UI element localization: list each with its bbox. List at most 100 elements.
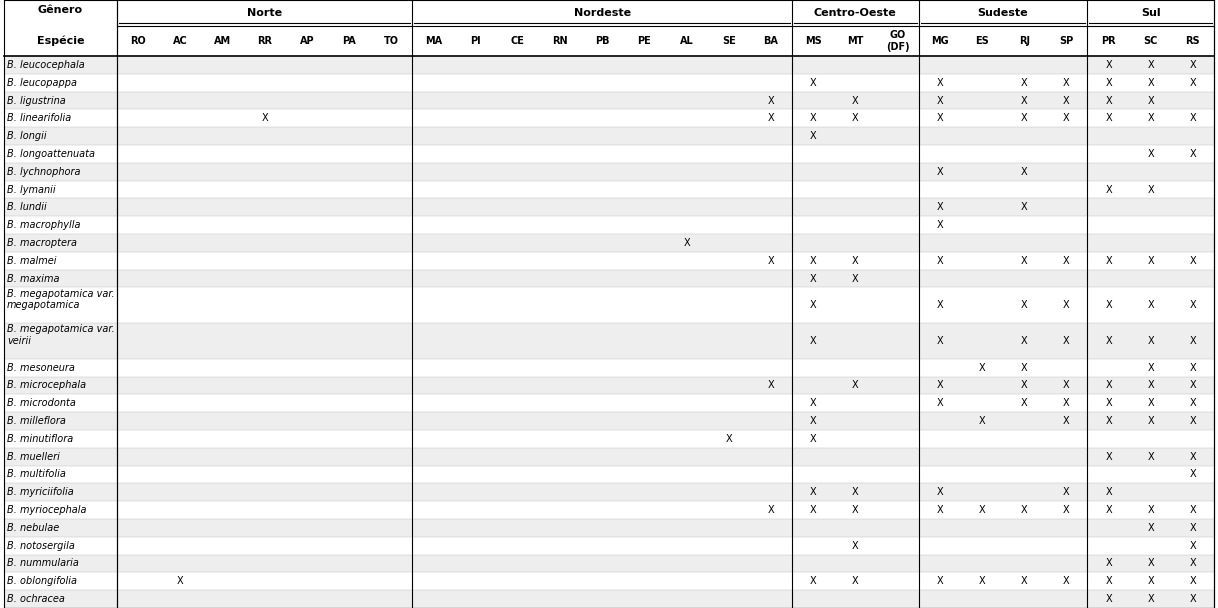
Text: X: X bbox=[1105, 416, 1112, 426]
Text: X: X bbox=[1063, 113, 1069, 123]
Text: X: X bbox=[1063, 95, 1069, 106]
Bar bbox=[4, 483, 1214, 501]
Bar bbox=[4, 270, 1214, 288]
Text: X: X bbox=[1021, 381, 1028, 390]
Text: X: X bbox=[1105, 256, 1112, 266]
Text: MA: MA bbox=[425, 36, 442, 46]
Text: B. lymanii: B. lymanii bbox=[7, 185, 56, 195]
Text: B. notosergila: B. notosergila bbox=[7, 541, 74, 551]
Text: X: X bbox=[1021, 78, 1028, 88]
Text: X: X bbox=[1105, 487, 1112, 497]
Text: B. myriciifolia: B. myriciifolia bbox=[7, 487, 74, 497]
Text: B. nummularia: B. nummularia bbox=[7, 559, 79, 568]
Text: B. ochracea: B. ochracea bbox=[7, 594, 65, 604]
Text: RJ: RJ bbox=[1018, 36, 1029, 46]
Text: X: X bbox=[937, 220, 943, 230]
Text: X: X bbox=[978, 576, 985, 586]
Text: X: X bbox=[1105, 594, 1112, 604]
Text: X: X bbox=[1147, 381, 1153, 390]
Text: X: X bbox=[810, 416, 816, 426]
Text: X: X bbox=[1021, 362, 1028, 373]
Text: B. minutiflora: B. minutiflora bbox=[7, 434, 73, 444]
Text: X: X bbox=[937, 398, 943, 408]
Text: X: X bbox=[1147, 594, 1153, 604]
Text: X: X bbox=[937, 505, 943, 515]
Text: X: X bbox=[853, 95, 859, 106]
Text: B. longii: B. longii bbox=[7, 131, 46, 141]
Bar bbox=[4, 181, 1214, 198]
Text: ES: ES bbox=[976, 36, 989, 46]
Text: X: X bbox=[853, 576, 859, 586]
Text: X: X bbox=[1190, 576, 1196, 586]
Text: X: X bbox=[810, 300, 816, 310]
Bar bbox=[4, 288, 1214, 323]
Text: X: X bbox=[177, 576, 184, 586]
Bar bbox=[4, 323, 1214, 359]
Text: X: X bbox=[1190, 523, 1196, 533]
Text: X: X bbox=[1190, 113, 1196, 123]
Text: X: X bbox=[937, 167, 943, 177]
Text: X: X bbox=[767, 256, 775, 266]
Text: X: X bbox=[1021, 576, 1028, 586]
Text: Norte: Norte bbox=[247, 8, 283, 18]
Text: AC: AC bbox=[173, 36, 188, 46]
Text: B. leucopappa: B. leucopappa bbox=[7, 78, 77, 88]
Text: X: X bbox=[1190, 416, 1196, 426]
Bar bbox=[4, 554, 1214, 572]
Text: X: X bbox=[1063, 487, 1069, 497]
Bar bbox=[4, 430, 1214, 447]
Text: X: X bbox=[810, 113, 816, 123]
Text: X: X bbox=[810, 434, 816, 444]
Text: X: X bbox=[726, 434, 732, 444]
Text: X: X bbox=[810, 131, 816, 141]
Bar bbox=[4, 376, 1214, 395]
Text: X: X bbox=[1190, 398, 1196, 408]
Text: SC: SC bbox=[1144, 36, 1158, 46]
Text: X: X bbox=[978, 416, 985, 426]
Text: X: X bbox=[1021, 398, 1028, 408]
Text: Gênero: Gênero bbox=[38, 5, 83, 15]
Text: X: X bbox=[1105, 60, 1112, 70]
Text: X: X bbox=[1105, 95, 1112, 106]
Text: X: X bbox=[853, 274, 859, 283]
Bar bbox=[4, 92, 1214, 109]
Text: Espécie: Espécie bbox=[37, 36, 84, 46]
Text: GO
(DF): GO (DF) bbox=[885, 30, 910, 52]
Text: Sul: Sul bbox=[1141, 8, 1161, 18]
Bar bbox=[4, 198, 1214, 216]
Text: X: X bbox=[1190, 452, 1196, 461]
Text: X: X bbox=[1190, 381, 1196, 390]
Text: X: X bbox=[937, 202, 943, 212]
Text: Centro-Oeste: Centro-Oeste bbox=[814, 8, 896, 18]
Text: B. maxima: B. maxima bbox=[7, 274, 60, 283]
Text: X: X bbox=[1190, 60, 1196, 70]
Text: X: X bbox=[767, 381, 775, 390]
Text: B. nebulae: B. nebulae bbox=[7, 523, 60, 533]
Text: SE: SE bbox=[722, 36, 736, 46]
Text: X: X bbox=[1147, 505, 1153, 515]
Bar bbox=[4, 163, 1214, 181]
Text: X: X bbox=[937, 336, 943, 346]
Text: X: X bbox=[1147, 416, 1153, 426]
Bar bbox=[4, 0, 1214, 56]
Text: Sudeste: Sudeste bbox=[978, 8, 1028, 18]
Text: B. myriocephala: B. myriocephala bbox=[7, 505, 86, 515]
Text: B. milleflora: B. milleflora bbox=[7, 416, 66, 426]
Text: B. microcephala: B. microcephala bbox=[7, 381, 86, 390]
Text: veirii: veirii bbox=[7, 336, 30, 346]
Text: X: X bbox=[1021, 113, 1028, 123]
Text: RS: RS bbox=[1185, 36, 1200, 46]
Text: MG: MG bbox=[931, 36, 949, 46]
Text: MS: MS bbox=[805, 36, 822, 46]
Text: X: X bbox=[1021, 336, 1028, 346]
Text: X: X bbox=[810, 576, 816, 586]
Text: X: X bbox=[937, 113, 943, 123]
Text: X: X bbox=[937, 487, 943, 497]
Text: PA: PA bbox=[342, 36, 356, 46]
Text: PE: PE bbox=[637, 36, 652, 46]
Text: SP: SP bbox=[1060, 36, 1073, 46]
Text: B. linearifolia: B. linearifolia bbox=[7, 113, 71, 123]
Text: X: X bbox=[853, 487, 859, 497]
Bar bbox=[4, 252, 1214, 270]
Text: megapotamica: megapotamica bbox=[7, 300, 80, 310]
